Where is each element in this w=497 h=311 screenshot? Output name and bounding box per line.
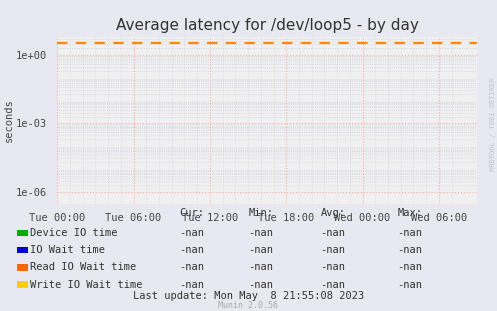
Text: Avg:: Avg:	[321, 208, 345, 218]
Text: -nan: -nan	[398, 245, 422, 255]
Text: Cur:: Cur:	[179, 208, 204, 218]
Text: -nan: -nan	[248, 228, 273, 238]
Text: -nan: -nan	[179, 262, 204, 272]
Text: IO Wait time: IO Wait time	[30, 245, 105, 255]
Y-axis label: seconds: seconds	[3, 99, 13, 142]
Text: -nan: -nan	[321, 262, 345, 272]
Text: -nan: -nan	[248, 280, 273, 290]
Text: -nan: -nan	[248, 245, 273, 255]
Text: -nan: -nan	[398, 262, 422, 272]
Text: -nan: -nan	[398, 280, 422, 290]
Text: RRDTOOL / TOBI OETIKER: RRDTOOL / TOBI OETIKER	[490, 78, 496, 171]
Text: Max:: Max:	[398, 208, 422, 218]
Text: -nan: -nan	[321, 228, 345, 238]
Text: -nan: -nan	[179, 228, 204, 238]
Text: -nan: -nan	[398, 228, 422, 238]
Text: Munin 2.0.56: Munin 2.0.56	[219, 301, 278, 310]
Text: -nan: -nan	[179, 245, 204, 255]
Text: Min:: Min:	[248, 208, 273, 218]
Text: -nan: -nan	[248, 262, 273, 272]
Text: Last update: Mon May  8 21:55:08 2023: Last update: Mon May 8 21:55:08 2023	[133, 291, 364, 301]
Text: -nan: -nan	[321, 245, 345, 255]
Text: -nan: -nan	[321, 280, 345, 290]
Text: Read IO Wait time: Read IO Wait time	[30, 262, 136, 272]
Text: Write IO Wait time: Write IO Wait time	[30, 280, 142, 290]
Title: Average latency for /dev/loop5 - by day: Average latency for /dev/loop5 - by day	[116, 18, 418, 33]
Text: -nan: -nan	[179, 280, 204, 290]
Text: Device IO time: Device IO time	[30, 228, 117, 238]
